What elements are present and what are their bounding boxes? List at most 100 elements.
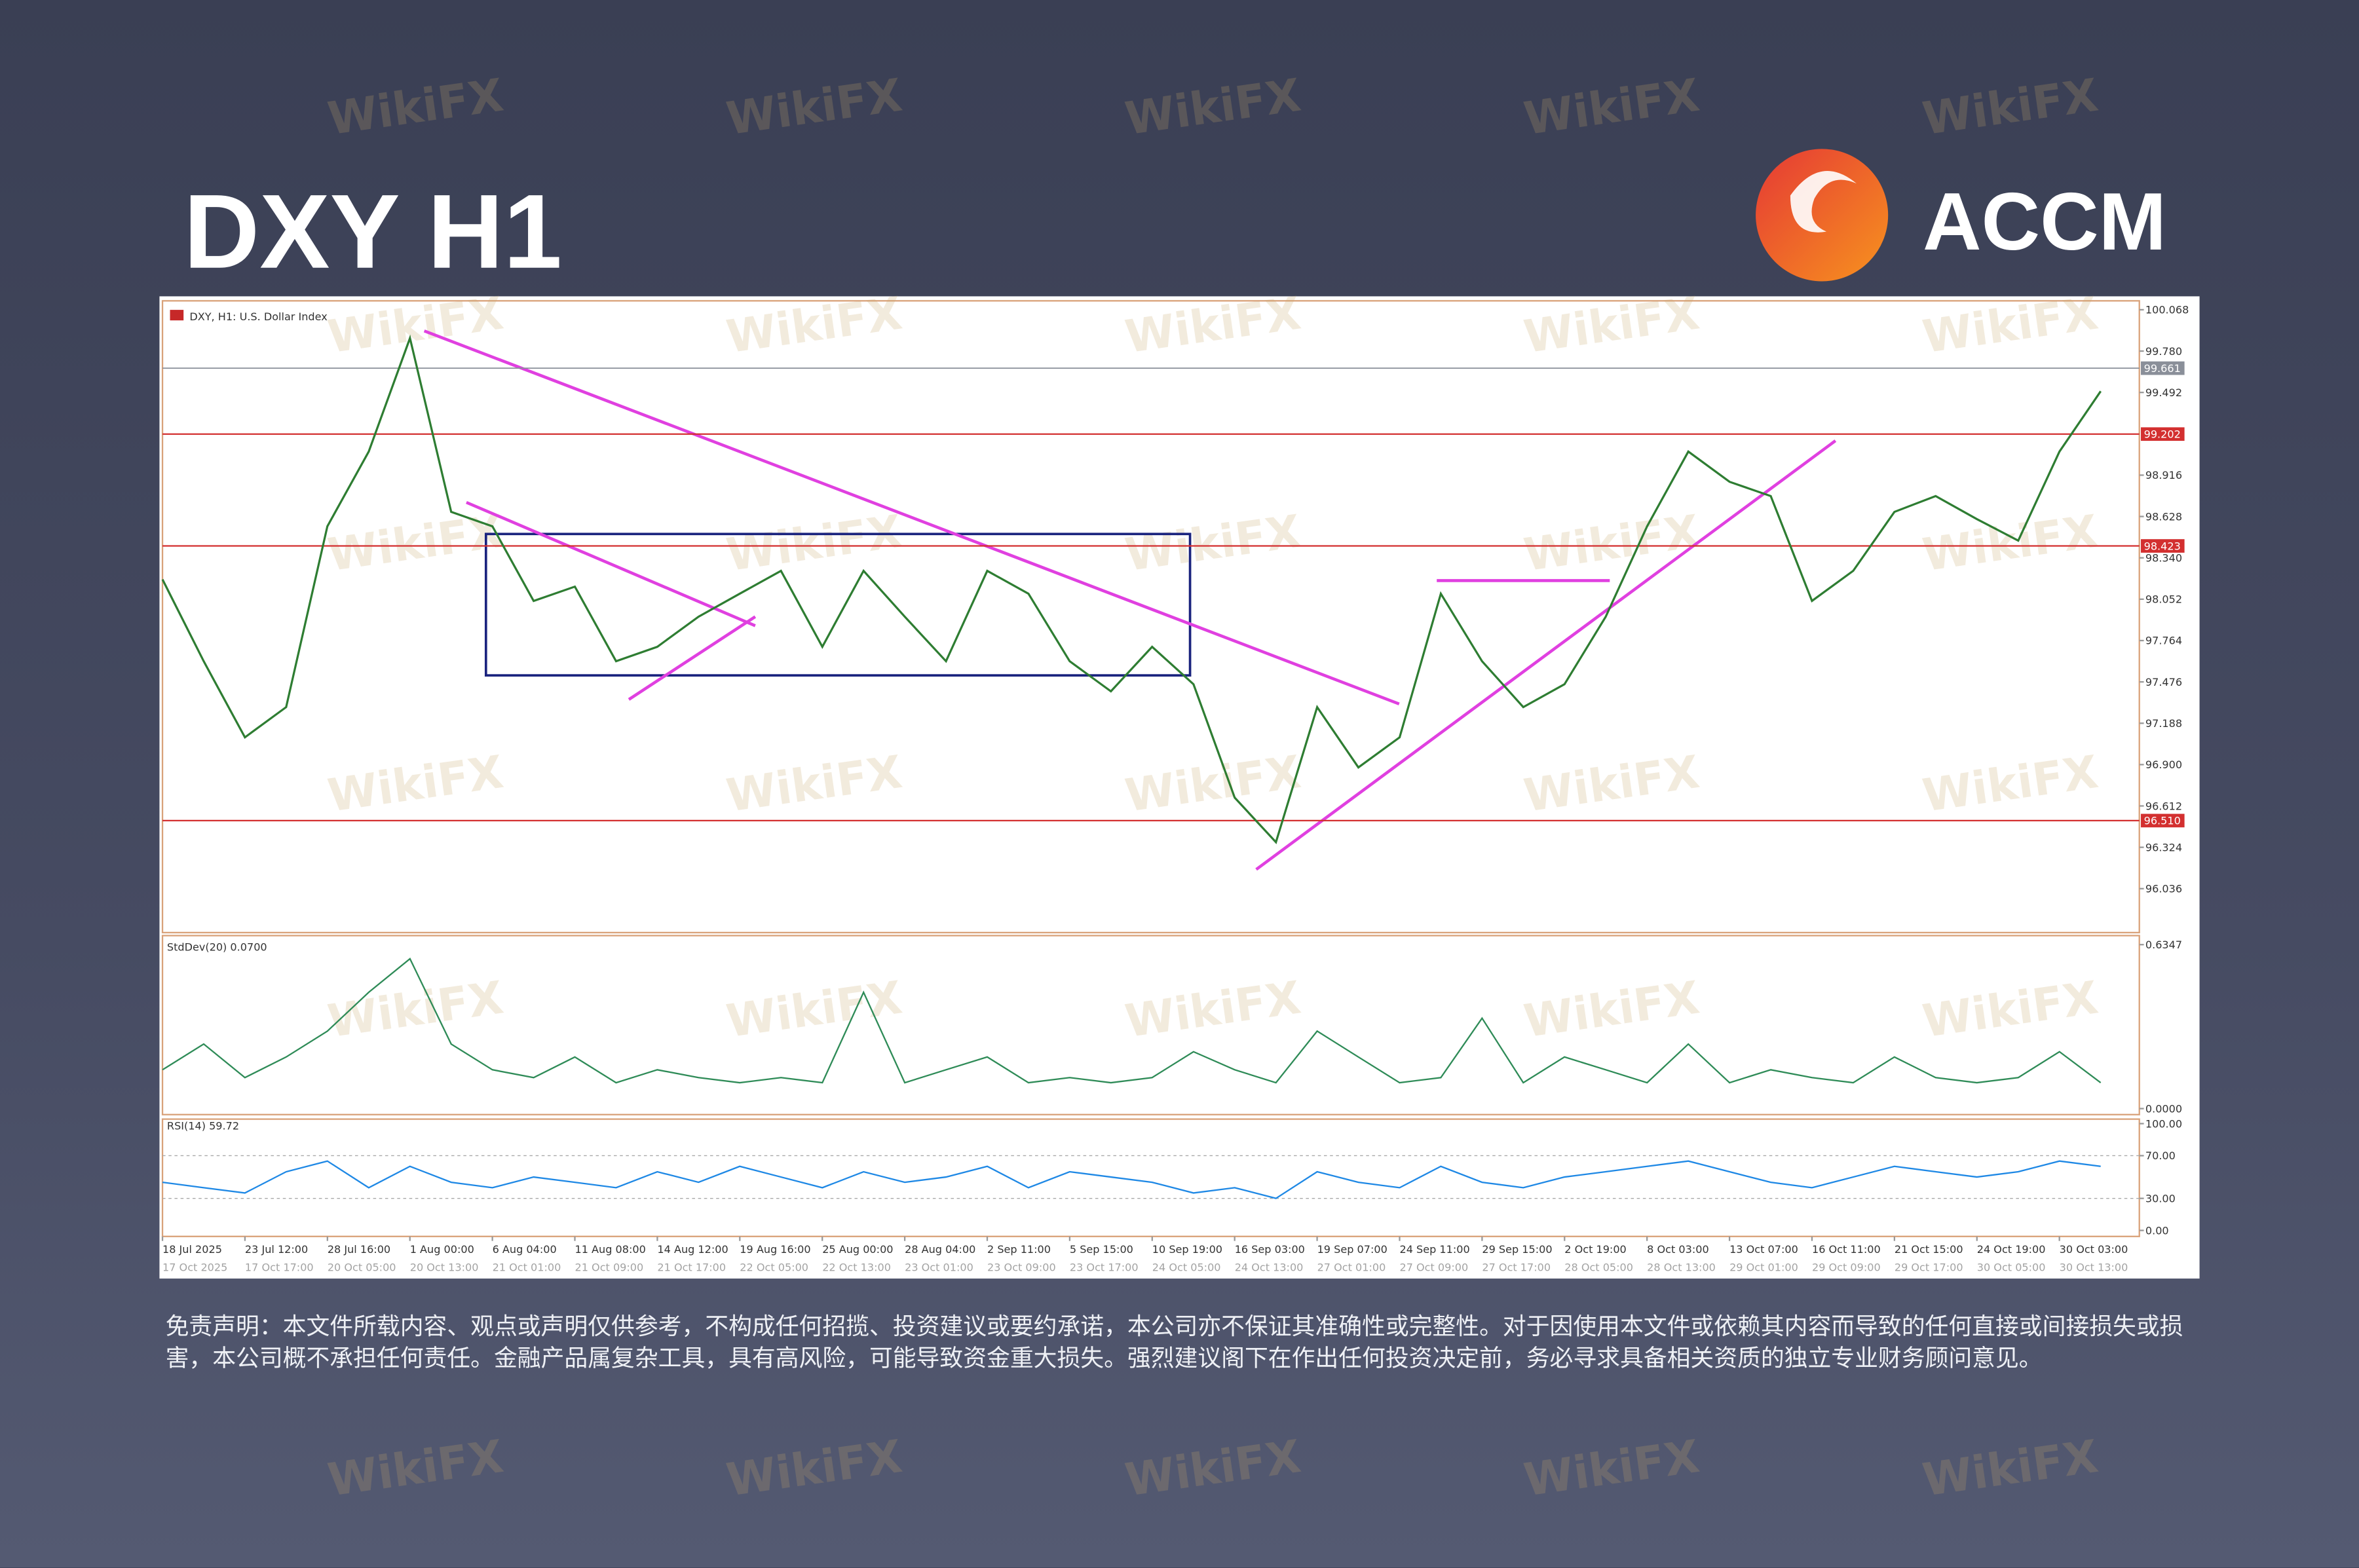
trendline [1255, 439, 1837, 871]
x-tick-label: 5 Sep 15:00 [1070, 1243, 1133, 1256]
trendline [628, 615, 757, 701]
x-tick-label: 1 Aug 00:00 [410, 1243, 474, 1256]
x-tick-label: 19 Aug 16:00 [740, 1243, 810, 1256]
x-tick-label-secondary: 17 Oct 2025 [162, 1261, 227, 1274]
x-tick-label: 23 Jul 12:00 [245, 1243, 308, 1256]
x-tick-label-secondary: 30 Oct 13:00 [2060, 1261, 2128, 1274]
y-tick-label: 99.492 [2145, 386, 2182, 399]
x-tick-label: 14 Aug 12:00 [657, 1243, 728, 1256]
x-tick-label: 13 Oct 07:00 [1729, 1243, 1798, 1256]
x-tick-label-secondary: 24 Oct 13:00 [1235, 1261, 1304, 1274]
x-tick-label-secondary: 22 Oct 13:00 [822, 1261, 891, 1274]
y-tick-label: 97.764 [2145, 635, 2182, 647]
symbol-icon [170, 310, 184, 321]
page-title: DXY H1 [183, 173, 562, 291]
x-tick-label-secondary: 30 Oct 05:00 [1977, 1261, 2046, 1274]
brand-logo: ACCM [1756, 149, 2166, 282]
level-tag [2141, 539, 2185, 553]
x-tick-label-secondary: 17 Oct 17:00 [245, 1261, 314, 1274]
x-tick-label: 24 Sep 11:00 [1399, 1243, 1469, 1256]
disclaimer: 免责声明：本文件所载内容、观点或声明仅供参考，不构成任何招揽、投资建议或要约承诺… [165, 1313, 2183, 1372]
x-tick-label: 30 Oct 03:00 [2060, 1243, 2128, 1256]
x-tick-label: 11 Aug 08:00 [575, 1243, 646, 1256]
brand-name: ACCM [1923, 177, 2166, 267]
x-tick-label-secondary: 29 Oct 09:00 [1812, 1261, 1881, 1274]
x-tick-label: 19 Sep 07:00 [1317, 1243, 1387, 1256]
x-tick-label: 2 Sep 11:00 [987, 1243, 1051, 1256]
x-tick-label-secondary: 21 Oct 17:00 [657, 1261, 726, 1274]
y-tick-label: 30.00 [2145, 1192, 2176, 1204]
indicator-title: RSI(14) 59.72 [167, 1120, 239, 1132]
x-tick-label: 16 Oct 11:00 [1812, 1243, 1881, 1256]
x-tick-label: 16 Sep 03:00 [1235, 1243, 1305, 1256]
rsi-pane [161, 1118, 2140, 1237]
x-tick-label-secondary: 21 Oct 01:00 [493, 1261, 561, 1274]
y-tick-label: 96.612 [2145, 800, 2182, 812]
y-tick-label: 97.476 [2145, 676, 2182, 688]
level-tag [2141, 427, 2185, 441]
price-line [161, 334, 2102, 844]
chart-title: DXY, H1: U.S. Dollar Index [189, 310, 327, 323]
x-tick-label: 28 Aug 04:00 [905, 1243, 975, 1256]
y-tick-label: 98.340 [2145, 551, 2182, 564]
pane-borders [161, 300, 2140, 1237]
y-tick-label: 98.628 [2145, 510, 2182, 523]
annotations [423, 329, 1837, 871]
y-tick-label: 100.00 [2145, 1117, 2182, 1130]
last-price-tag [2141, 361, 2185, 375]
y-tick-label: 99.780 [2145, 345, 2182, 358]
y-tick-label: 0.00 [2145, 1224, 2169, 1237]
x-tick-label: 29 Sep 15:00 [1482, 1243, 1552, 1256]
x-tick-label-secondary: 28 Oct 05:00 [1564, 1261, 1633, 1274]
y-tick-label: 0.0000 [2145, 1102, 2182, 1115]
y-tick-label: 96.900 [2145, 758, 2182, 771]
x-tick-label-secondary: 20 Oct 13:00 [410, 1261, 479, 1274]
x-tick-label: 18 Jul 2025 [162, 1243, 222, 1256]
y-tick-label: 0.6347 [2145, 939, 2182, 951]
x-tick-label-secondary: 20 Oct 05:00 [328, 1261, 396, 1274]
x-tick-label: 10 Sep 19:00 [1152, 1243, 1222, 1256]
level-label: 99.202 [2144, 428, 2181, 440]
trendline [466, 500, 756, 627]
x-tick-label-secondary: 27 Oct 01:00 [1317, 1261, 1386, 1274]
y-tick-label: 100.068 [2145, 304, 2189, 316]
x-tick-label: 28 Jul 16:00 [328, 1243, 390, 1256]
x-tick-label-secondary: 23 Oct 09:00 [987, 1261, 1056, 1274]
y-tick-label: 70.00 [2145, 1149, 2176, 1162]
indicator-line [162, 958, 2102, 1084]
y-tick-label: 98.052 [2145, 593, 2182, 606]
x-tick-label: 6 Aug 04:00 [493, 1243, 557, 1256]
x-tick-label-secondary: 24 Oct 05:00 [1152, 1261, 1221, 1274]
stddev-pane [161, 935, 2140, 1115]
plot: 100.06899.78099.49298.91698.62898.34098.… [161, 304, 2189, 1274]
trendline [423, 329, 1400, 705]
x-tick-label: 8 Oct 03:00 [1647, 1243, 1708, 1256]
logo-swirl [1790, 171, 1857, 233]
x-tick-label-secondary: 28 Oct 13:00 [1647, 1261, 1716, 1274]
y-tick-label: 98.916 [2145, 469, 2182, 481]
level-label: 96.510 [2144, 815, 2181, 827]
range-box [484, 532, 1192, 677]
x-tick-label-secondary: 23 Oct 01:00 [905, 1261, 973, 1274]
x-tick-label: 25 Aug 00:00 [822, 1243, 893, 1256]
x-tick-label-secondary: 23 Oct 17:00 [1070, 1261, 1139, 1274]
x-tick-label-secondary: 27 Oct 09:00 [1399, 1261, 1468, 1274]
x-tick-label: 2 Oct 19:00 [1564, 1243, 1627, 1256]
main-pane [161, 300, 2140, 934]
indicator-line [162, 1160, 2101, 1199]
x-tick-label-secondary: 29 Oct 17:00 [1895, 1261, 1963, 1274]
x-tick-label-secondary: 29 Oct 01:00 [1729, 1261, 1798, 1274]
logo-mark [1756, 149, 1889, 282]
y-tick-label: 96.324 [2145, 841, 2182, 853]
x-tick-label: 21 Oct 15:00 [1895, 1243, 1963, 1256]
x-tick-label-secondary: 22 Oct 05:00 [740, 1261, 808, 1274]
level-tag [2141, 813, 2185, 828]
y-tick-label: 97.188 [2145, 717, 2182, 730]
x-tick-label: 24 Oct 19:00 [1977, 1243, 2046, 1256]
level-label: 98.423 [2144, 540, 2181, 552]
x-tick-label-secondary: 21 Oct 09:00 [575, 1261, 644, 1274]
